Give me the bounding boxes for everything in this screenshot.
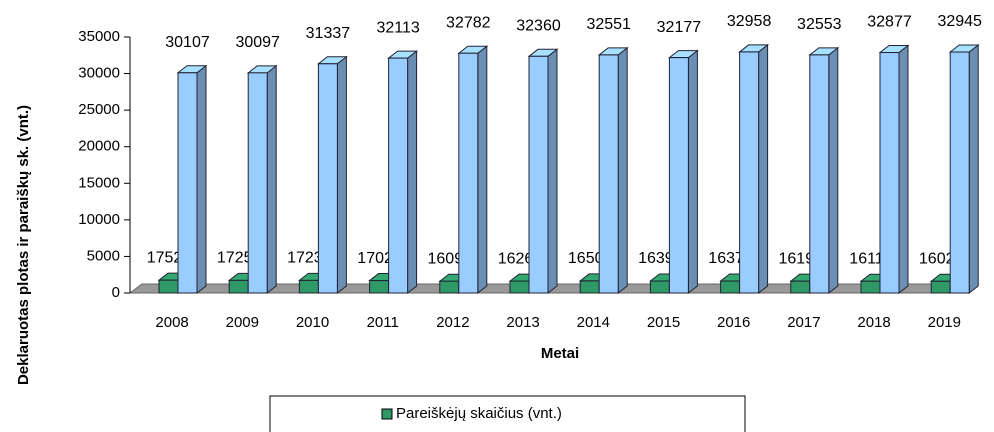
data-label: 31337 bbox=[306, 25, 351, 42]
bar-side bbox=[617, 46, 628, 295]
data-label: 1602 bbox=[919, 251, 955, 268]
data-label: 1611 bbox=[849, 250, 884, 267]
bar bbox=[579, 280, 600, 294]
x-tick-label: 2015 bbox=[647, 314, 680, 331]
bar bbox=[649, 280, 670, 294]
bar-side bbox=[687, 49, 698, 295]
data-label: 1752 bbox=[147, 249, 183, 266]
x-tick-label: 2016 bbox=[717, 314, 750, 331]
x-tick-label: 2017 bbox=[787, 314, 820, 331]
data-label: 1723 bbox=[287, 250, 323, 267]
bar bbox=[509, 280, 530, 294]
bar-side bbox=[407, 50, 418, 295]
x-tick-label: 2019 bbox=[928, 314, 961, 331]
bar-side bbox=[477, 45, 488, 295]
y-tick-label: 20000 bbox=[78, 138, 120, 155]
data-label: 1639 bbox=[638, 250, 674, 267]
y-tick-label: 30000 bbox=[78, 65, 120, 82]
x-tick-label: 2008 bbox=[155, 314, 188, 331]
bar bbox=[317, 63, 338, 294]
data-label: 32360 bbox=[516, 18, 561, 35]
bar bbox=[809, 54, 830, 294]
x-tick-label: 2014 bbox=[577, 314, 610, 331]
bar bbox=[158, 279, 179, 294]
data-label: 1619 bbox=[779, 250, 815, 267]
bar-side bbox=[828, 46, 839, 295]
bar bbox=[228, 279, 249, 294]
data-label: 32113 bbox=[376, 19, 419, 36]
x-tick-label: 2009 bbox=[226, 314, 259, 331]
y-tick-label: 10000 bbox=[78, 211, 120, 228]
y-axis-title: Deklaruotas plotas ir paraiškų sk. (vnt.… bbox=[15, 105, 32, 385]
bar bbox=[949, 51, 970, 294]
bar-side bbox=[266, 64, 277, 295]
bar-side bbox=[547, 48, 558, 295]
y-tick-label: 5000 bbox=[87, 247, 120, 264]
bar-side bbox=[196, 64, 207, 295]
bar bbox=[528, 55, 549, 294]
y-tick-label: 25000 bbox=[78, 101, 120, 118]
bar bbox=[739, 51, 760, 294]
bar bbox=[930, 280, 951, 294]
bar bbox=[668, 57, 689, 294]
bar bbox=[247, 72, 268, 294]
data-label: 1650 bbox=[568, 250, 604, 267]
bar-side bbox=[336, 55, 347, 295]
bar bbox=[879, 52, 900, 294]
data-label: 1725 bbox=[217, 250, 253, 267]
x-tick-label: 2012 bbox=[436, 314, 469, 331]
bar bbox=[369, 280, 390, 294]
data-label: 32877 bbox=[867, 14, 912, 31]
data-label: 30107 bbox=[165, 34, 210, 51]
y-tick-label: 15000 bbox=[78, 174, 120, 191]
data-label: 1637 bbox=[708, 250, 744, 267]
x-tick-label: 2013 bbox=[506, 314, 539, 331]
data-label: 1702 bbox=[357, 250, 393, 267]
bar bbox=[458, 52, 479, 294]
legend bbox=[269, 395, 746, 432]
data-label: 32958 bbox=[727, 13, 772, 30]
legend-label: Pareiškėjų skaičius (vnt.) bbox=[396, 405, 562, 422]
data-label: 32551 bbox=[586, 16, 631, 33]
data-label: 30097 bbox=[235, 34, 280, 51]
bar bbox=[790, 280, 811, 294]
bar bbox=[177, 72, 198, 294]
data-label: 32177 bbox=[657, 19, 702, 36]
data-label: 1626 bbox=[498, 250, 534, 267]
y-tick-label: 35000 bbox=[78, 28, 120, 45]
bar bbox=[598, 54, 619, 294]
y-tick-label: 0 bbox=[112, 284, 120, 301]
bar bbox=[860, 280, 881, 294]
legend-swatch bbox=[381, 408, 393, 420]
data-label: 32782 bbox=[446, 14, 491, 31]
data-label: 32945 bbox=[937, 13, 982, 30]
x-tick-label: 2018 bbox=[857, 314, 890, 331]
bar bbox=[388, 57, 409, 294]
bar-side bbox=[968, 44, 979, 295]
data-label: 32553 bbox=[797, 16, 842, 33]
bar bbox=[439, 280, 460, 294]
bar-side bbox=[898, 44, 909, 295]
bar-side bbox=[758, 43, 769, 295]
bar bbox=[298, 279, 319, 294]
x-tick-label: 2010 bbox=[296, 314, 329, 331]
bar bbox=[720, 280, 741, 294]
data-label: 1609 bbox=[428, 250, 464, 267]
x-tick-label: 2011 bbox=[367, 314, 399, 331]
x-axis-title: Metai bbox=[541, 345, 579, 362]
